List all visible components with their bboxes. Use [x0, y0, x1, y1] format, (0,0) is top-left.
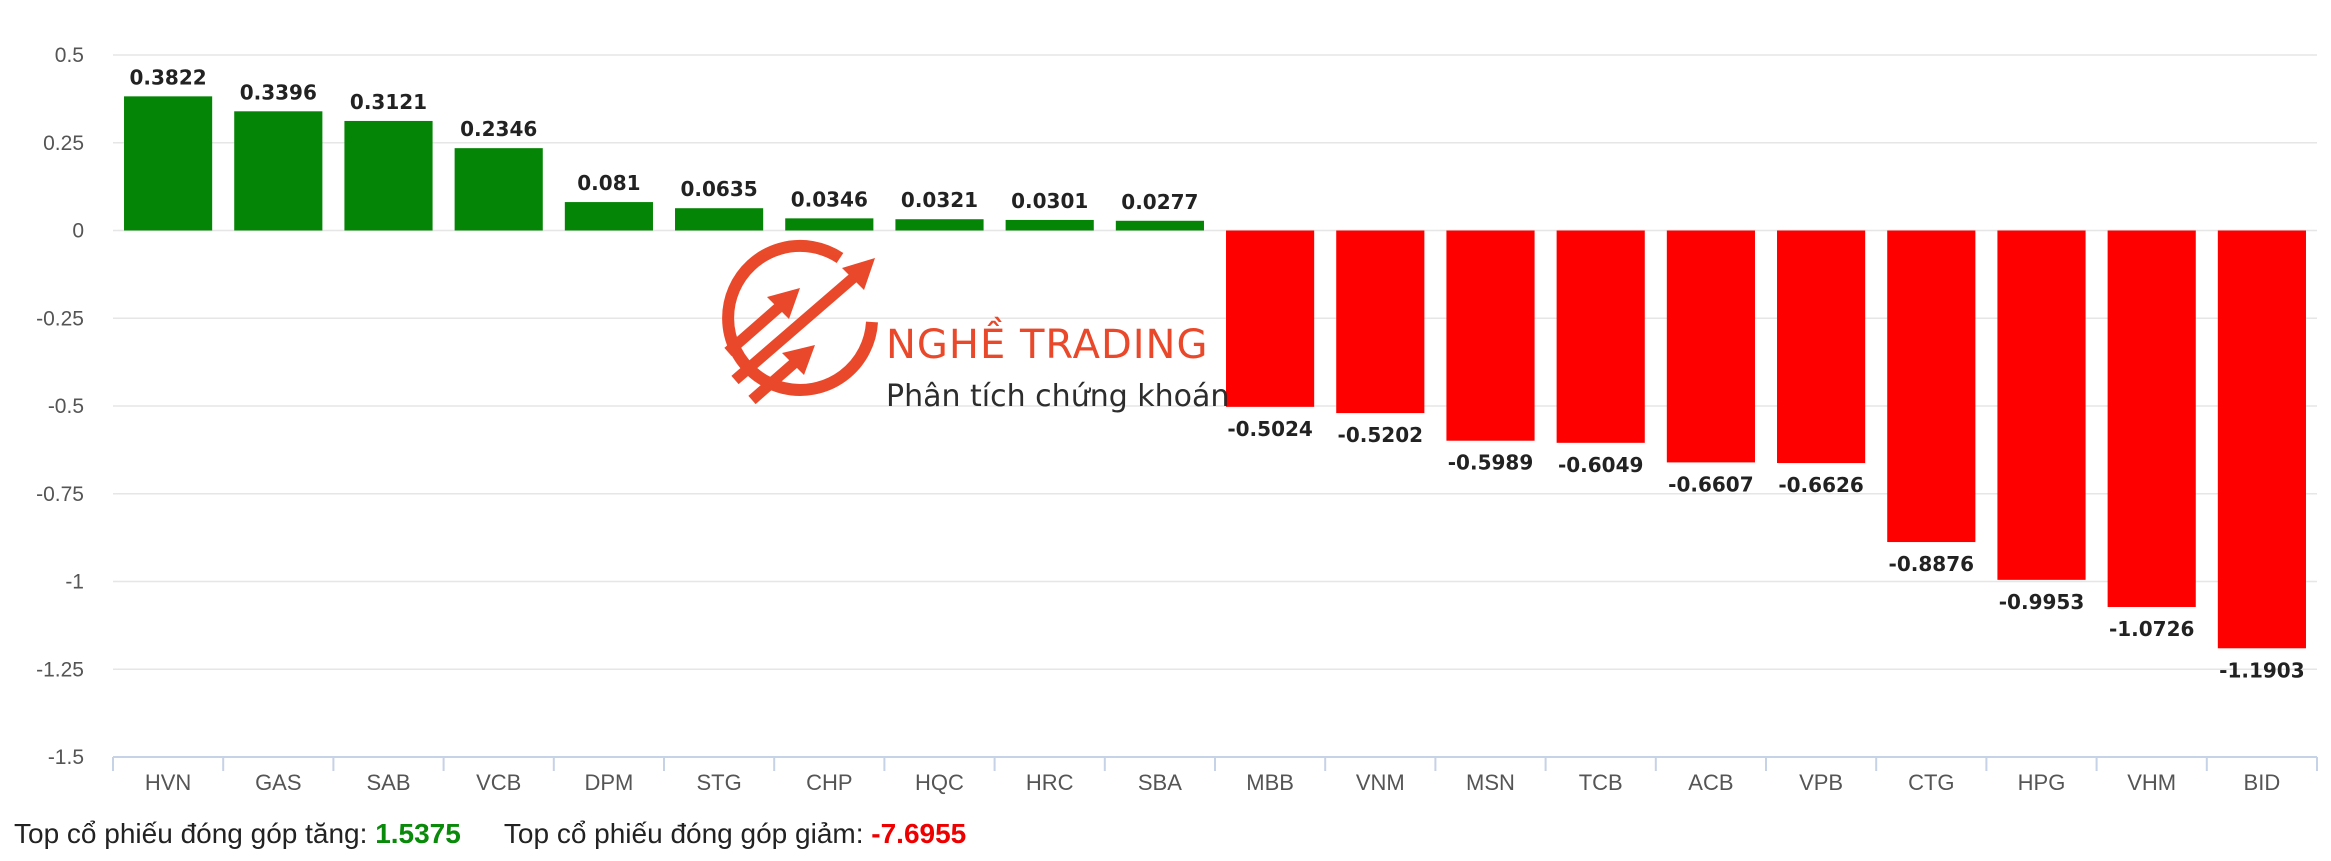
watermark: NGHỀ TRADING Phân tích chứng khoán: [722, 239, 1229, 414]
up-label: Top cổ phiếu đóng góp tăng:: [14, 818, 368, 849]
bar-vcb[interactable]: [454, 148, 543, 231]
data-label-stg: 0.0635: [681, 177, 758, 201]
bar-chp[interactable]: [785, 218, 874, 231]
y-tick-label: -1.5: [48, 746, 84, 769]
x-tick-label-hpg: HPG: [2018, 770, 2066, 795]
x-tick-label-hvn: HVN: [145, 770, 191, 795]
x-axis: HVN GAS SAB VCB DPM STG CHP HQC HRC SBA MBB VNM MSN T…: [112, 756, 2318, 795]
bar-vpb[interactable]: [1777, 230, 1866, 464]
bar-hpg[interactable]: [1997, 230, 2086, 580]
y-tick-label: 0.5: [55, 44, 84, 67]
watermark-title: NGHỀ TRADING: [886, 316, 1208, 368]
contribution-summary: Top cổ phiếu đóng góp tăng: 1.5375 Top c…: [14, 818, 966, 850]
bars: [124, 96, 2306, 649]
bar-vnm[interactable]: [1336, 230, 1425, 414]
data-label-mbb: -0.5024: [1227, 417, 1312, 441]
x-tick-label-hrc: HRC: [1026, 770, 1074, 795]
bar-stg[interactable]: [675, 208, 764, 231]
bar-sab[interactable]: [344, 120, 433, 231]
up-value: 1.5375: [375, 818, 461, 849]
data-label-sab: 0.3121: [350, 90, 427, 114]
data-label-ctg: -0.8876: [1889, 552, 1974, 576]
x-tick-label-ctg: CTG: [1908, 770, 1954, 795]
y-tick-label: -0.25: [36, 307, 84, 330]
bar-tcb[interactable]: [1556, 230, 1645, 443]
bar-mbb[interactable]: [1226, 230, 1315, 407]
bar-dpm[interactable]: [564, 202, 653, 231]
data-label-vcb: 0.2346: [460, 117, 537, 141]
data-label-vhm: -1.0726: [2109, 617, 2194, 641]
x-tick-label-tcb: TCB: [1579, 770, 1623, 795]
bar-bid[interactable]: [2217, 230, 2306, 649]
data-label-chp: 0.0346: [791, 187, 868, 211]
y-tick-label: -0.75: [36, 483, 84, 506]
x-tick-label-sab: SAB: [366, 770, 410, 795]
y-tick-label: 0.25: [43, 132, 84, 155]
x-tick-label-chp: CHP: [806, 770, 852, 795]
data-label-vnm: -0.5202: [1338, 423, 1423, 447]
x-tick-label-mbb: MBB: [1246, 770, 1294, 795]
x-tick-label-gas: GAS: [255, 770, 301, 795]
x-tick-label-vcb: VCB: [476, 770, 521, 795]
bar-gas[interactable]: [234, 111, 323, 231]
y-tick-label: 0: [72, 220, 84, 243]
down-label: Top cổ phiếu đóng góp giảm:: [503, 818, 864, 849]
data-label-hqc: 0.0321: [901, 188, 978, 212]
trading-arrows-logo-icon: [722, 239, 878, 405]
x-tick-label-hqc: HQC: [915, 770, 964, 795]
data-label-dpm: 0.081: [577, 171, 640, 195]
data-label-hrc: 0.0301: [1011, 189, 1088, 213]
y-tick-label: -1.25: [36, 658, 84, 681]
bar-hqc[interactable]: [895, 219, 984, 231]
data-label-msn: -0.5989: [1448, 451, 1533, 475]
x-tick-label-msn: MSN: [1466, 770, 1515, 795]
x-tick-label-stg: STG: [696, 770, 741, 795]
grid-lines: [113, 54, 2317, 670]
bar-ctg[interactable]: [1887, 230, 1976, 543]
bar-chart: 0.5 0.25 0 -0.25 -0.5 -0.75 -1 -1.25 -1.5 0.3822…: [36, 44, 2318, 795]
x-tick-label-vnm: VNM: [1356, 770, 1405, 795]
data-label-sba: 0.0277: [1121, 190, 1198, 214]
data-label-bid: -1.1903: [2219, 658, 2304, 682]
bar-hrc[interactable]: [1005, 219, 1094, 231]
x-tick-label-vpb: VPB: [1799, 770, 1843, 795]
y-tick-label: -1: [65, 571, 84, 594]
y-axis-ticks: 0.5 0.25 0 -0.25 -0.5 -0.75 -1 -1.25 -1.5: [36, 44, 84, 769]
data-labels: 0.3822 0.3396 0.3121 0.2346 0.081 0.0635 0.034…: [130, 65, 2305, 682]
watermark-subtitle: Phân tích chứng khoán: [886, 379, 1229, 414]
bar-msn[interactable]: [1446, 230, 1535, 441]
bar-acb[interactable]: [1666, 230, 1755, 463]
data-label-tcb: -0.6049: [1558, 453, 1643, 477]
x-tick-label-vhm: VHM: [2127, 770, 2176, 795]
bar-vhm[interactable]: [2107, 230, 2196, 607]
x-tick-label-sba: SBA: [1138, 770, 1182, 795]
bar-sba[interactable]: [1115, 220, 1204, 231]
data-label-vpb: -0.6626: [1778, 473, 1863, 497]
x-tick-label-acb: ACB: [1688, 770, 1733, 795]
bar-hvn[interactable]: [124, 96, 213, 231]
data-label-hvn: 0.3822: [130, 65, 207, 89]
x-tick-label-bid: BID: [2244, 770, 2281, 795]
y-tick-label: -0.5: [48, 395, 84, 418]
data-label-hpg: -0.9953: [1999, 590, 2084, 614]
down-value: -7.6955: [871, 818, 967, 849]
x-tick-label-dpm: DPM: [584, 770, 633, 795]
data-label-gas: 0.3396: [240, 80, 317, 104]
data-label-acb: -0.6607: [1668, 472, 1753, 496]
